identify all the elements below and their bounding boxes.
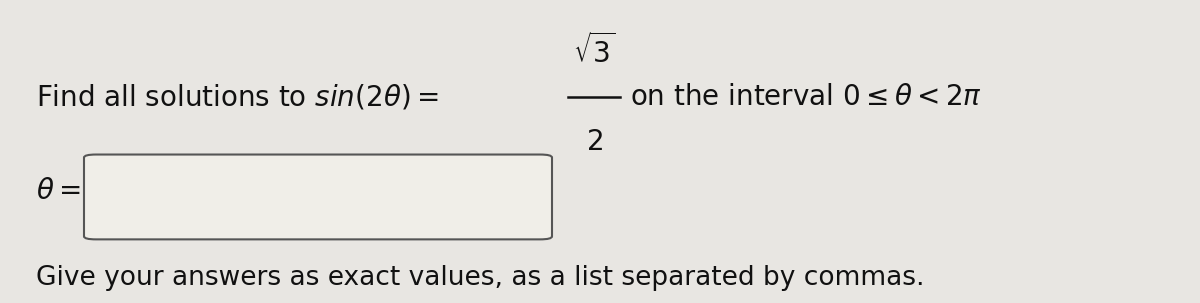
Text: $2$: $2$: [586, 128, 602, 156]
Text: $\theta =$: $\theta =$: [36, 177, 80, 205]
FancyBboxPatch shape: [84, 155, 552, 239]
Text: $\sqrt{3}$: $\sqrt{3}$: [572, 34, 616, 69]
Text: Give your answers as exact values, as a list separated by commas.: Give your answers as exact values, as a …: [36, 265, 924, 291]
Text: on the interval $0 \leq \theta < 2\pi$: on the interval $0 \leq \theta < 2\pi$: [630, 83, 982, 111]
Text: Find all solutions to $\mathit{sin}(2\theta) = $: Find all solutions to $\mathit{sin}(2\th…: [36, 82, 439, 112]
